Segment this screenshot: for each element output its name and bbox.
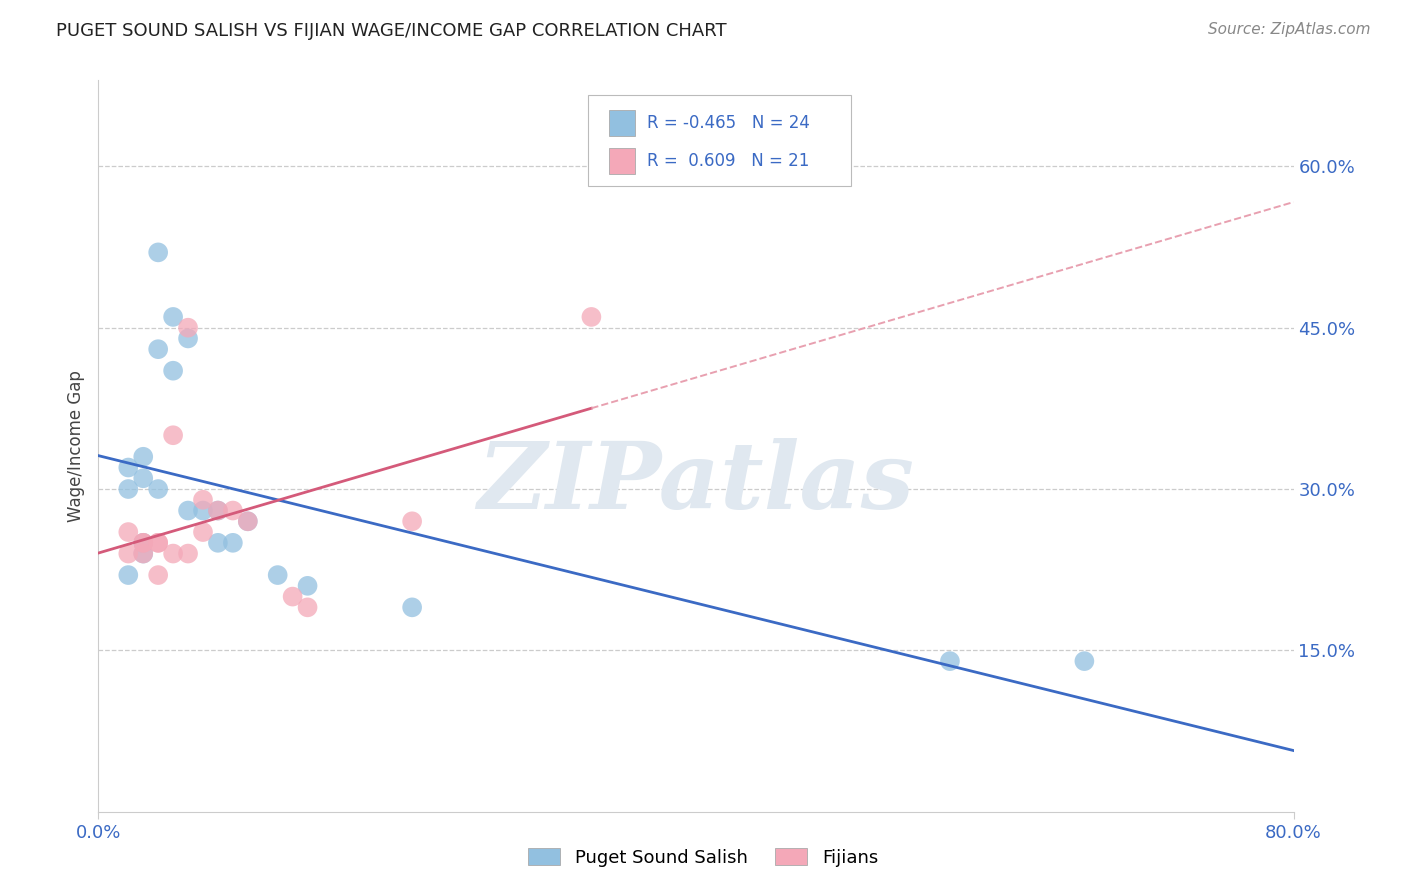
Point [132, 471, 155, 485]
FancyBboxPatch shape [609, 148, 636, 174]
Point [207, 503, 229, 517]
Text: R =  0.609   N = 21: R = 0.609 N = 21 [647, 152, 810, 169]
Text: ZIPatlas: ZIPatlas [478, 438, 914, 527]
Legend: Puget Sound Salish, Fijians: Puget Sound Salish, Fijians [520, 841, 886, 874]
Point [191, 492, 214, 507]
Point [132, 547, 155, 561]
Point [177, 331, 200, 345]
Point [207, 536, 229, 550]
Point [222, 536, 245, 550]
Point [148, 482, 170, 496]
Point [148, 536, 170, 550]
Point [191, 503, 214, 517]
Point [132, 536, 155, 550]
Point [148, 342, 170, 356]
Point [132, 536, 155, 550]
Point [177, 547, 200, 561]
Point [177, 503, 200, 517]
Point [297, 600, 319, 615]
Point [236, 514, 259, 528]
Point [148, 568, 170, 582]
Point [162, 428, 184, 442]
Point [401, 600, 423, 615]
Point [401, 514, 423, 528]
Point [117, 460, 139, 475]
Point [148, 245, 170, 260]
Point [162, 364, 184, 378]
Point [162, 547, 184, 561]
FancyBboxPatch shape [589, 95, 852, 186]
Text: PUGET SOUND SALISH VS FIJIAN WAGE/INCOME GAP CORRELATION CHART: PUGET SOUND SALISH VS FIJIAN WAGE/INCOME… [56, 22, 727, 40]
Point [162, 310, 184, 324]
Point [117, 524, 139, 539]
Point [177, 320, 200, 334]
Point [236, 514, 259, 528]
Point [281, 590, 304, 604]
Point [132, 536, 155, 550]
Point [939, 654, 962, 668]
FancyBboxPatch shape [609, 110, 636, 136]
Text: R = -0.465   N = 24: R = -0.465 N = 24 [647, 113, 810, 132]
Point [132, 450, 155, 464]
Point [207, 503, 229, 517]
Point [132, 547, 155, 561]
Point [117, 547, 139, 561]
Point [1073, 654, 1095, 668]
Point [581, 310, 603, 324]
Point [222, 503, 245, 517]
Point [267, 568, 290, 582]
Text: Source: ZipAtlas.com: Source: ZipAtlas.com [1208, 22, 1371, 37]
Point [117, 568, 139, 582]
Y-axis label: Wage/Income Gap: Wage/Income Gap [66, 370, 84, 522]
Point [148, 536, 170, 550]
Point [297, 579, 319, 593]
Point [117, 482, 139, 496]
Point [191, 524, 214, 539]
